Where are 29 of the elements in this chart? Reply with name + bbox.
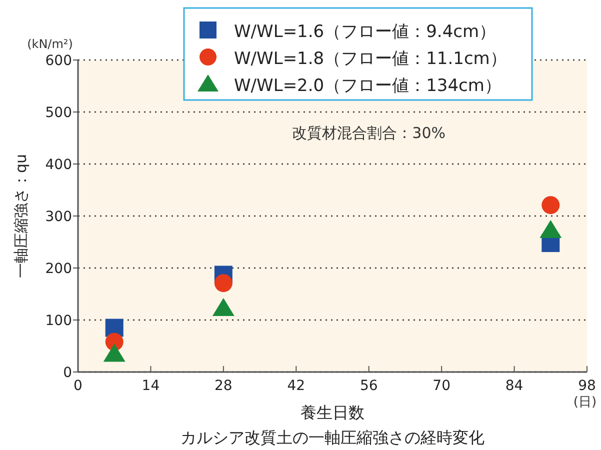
text: (kN/m²): [27, 37, 73, 51]
legend-label: W/WL=2.0（フロー値：134cm）: [234, 76, 502, 96]
point: [214, 274, 232, 292]
y-tick-label: 500: [45, 105, 72, 121]
x-tick-label: 42: [287, 378, 306, 394]
annotation: 改質材混合割合：30%: [292, 124, 446, 142]
y-tick-label: 0: [63, 365, 72, 381]
x-tick-label: 0: [74, 378, 82, 394]
legend-label: W/WL=1.8（フロー値：11.1cm）: [234, 49, 507, 69]
y-tick-label: 100: [45, 313, 72, 329]
point: [540, 220, 562, 238]
y-tick-label: 200: [45, 261, 72, 277]
point: [212, 298, 234, 316]
x-tick-label: 84: [505, 378, 524, 394]
legend-label: W/WL=1.6（フロー値：9.4cm）: [234, 22, 496, 42]
y-tick-label: 400: [45, 157, 72, 173]
text: カルシア改質土の一軸圧縮強さの経時変化: [180, 428, 484, 447]
x-axis-title: 養生日数: [300, 403, 364, 422]
x-tick-label: 70: [432, 378, 450, 394]
x-tick-label: 98: [578, 378, 596, 394]
text: (日): [573, 395, 597, 410]
x-tick-label: 14: [142, 378, 160, 394]
point: [542, 196, 560, 214]
point: [103, 344, 126, 362]
y-axis-title: 一軸圧縮強さ：qu: [12, 154, 30, 278]
x-tick-label: 56: [360, 378, 378, 394]
x-tick-label: 28: [214, 378, 232, 394]
y-tick-label: 300: [45, 209, 72, 225]
y-tick-label: 600: [45, 53, 72, 69]
